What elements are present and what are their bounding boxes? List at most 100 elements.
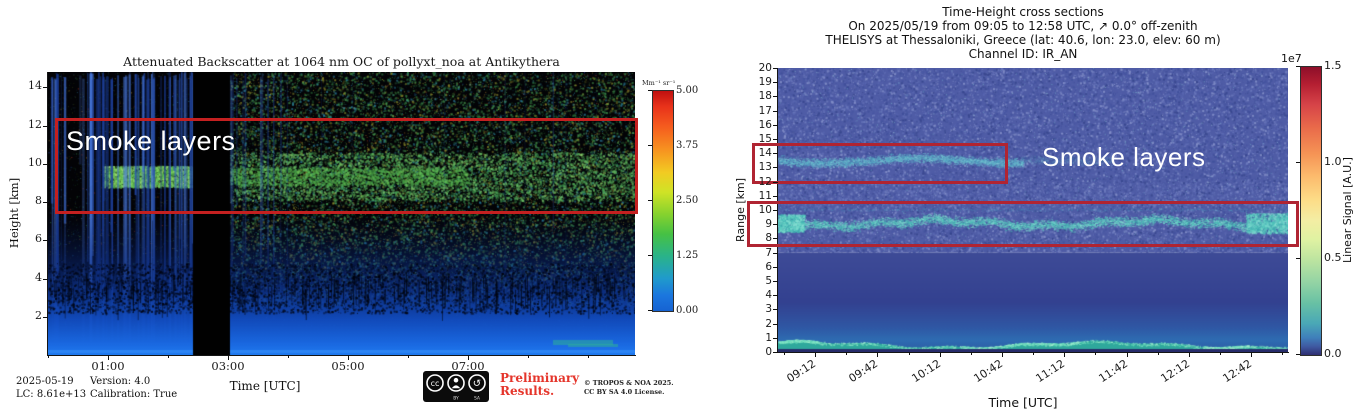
y-tick-label: 2 [35,308,42,322]
y-tick-label: 8 [765,232,772,245]
preliminary-results-stamp: Preliminary Results. [500,371,580,398]
y-tick-label: 10 [758,204,772,216]
y-tick-label: 14 [28,79,42,93]
y-tick-label: 12 [758,175,772,188]
colorbar-tick-label: 0.5 [1324,251,1342,264]
footer-lc-value: LC: 8.61e+13 [16,389,87,400]
y-tick-label: 5 [765,275,772,287]
y-tick-label: 11 [758,189,772,202]
x-tick-label: 12:42 [1220,357,1255,386]
smoke-layers-text-left: Smoke layers [66,126,236,156]
x-tick-mark [970,352,972,355]
cc-by-person-body [451,385,461,389]
y-tick-mark [773,352,778,353]
cc-sa-arrow-icon: ↺ [473,379,481,390]
y-tick-mark [43,240,48,242]
x-tick-mark [815,352,816,357]
y-tick-label: 1 [765,331,772,344]
copyright-line1: © TROPOS & NOA 2025. [584,379,674,387]
y-tick-mark [773,210,778,211]
x-tick-mark [228,355,229,360]
y-tick-label: 18 [758,90,772,103]
x-tick-mark [846,352,848,355]
x-tick-mark [877,352,879,357]
linear-signal-heatmap-canvas [778,68,1288,352]
x-tick-label: 10:42 [971,357,1005,386]
x-tick-label: 09:42 [846,357,881,386]
cc-icon [426,374,444,392]
cc-license-badge: cc ↺ BY SA [423,371,489,402]
y-tick-label: 15 [758,133,772,145]
x-tick-mark [1220,352,1221,355]
y-tick-mark [773,96,778,98]
x-tick-mark [588,355,589,358]
colorbar-tick-mark [648,200,652,201]
right-title-line4: Channel ID: IR_AN [968,47,1078,61]
colorbar-tick-mark [648,310,652,311]
colorbar-tick-label: 3.75 [676,140,699,151]
colorbar-tick-mark [648,90,652,91]
y-tick-mark [773,68,778,69]
x-tick-mark [408,355,409,358]
y-tick-mark [43,278,48,280]
y-tick-label: 13 [758,161,772,174]
x-tick-mark [1126,352,1128,357]
y-tick-label: 4 [765,289,772,302]
cc-by-icon [447,374,465,392]
colorbar-tick-label: 0.0 [1324,347,1342,360]
x-tick-label: 03:00 [211,359,245,373]
y-tick-label: 2 [765,317,772,330]
cc-sa-icon [468,374,486,392]
colorbar-tick-mark [1296,66,1300,67]
y-tick-mark [773,323,778,325]
colorbar-tick-label: 0.00 [676,305,699,316]
cc-by-label: BY [453,396,459,402]
left-colorbar [652,90,674,312]
y-tick-mark [773,266,778,268]
y-tick-mark [43,125,48,127]
colorbar-tick-mark [648,255,652,256]
x-tick-mark [348,355,349,360]
colorbar-tick-mark [1296,162,1300,163]
y-tick-label: 0 [765,346,772,358]
x-tick-label: 12:12 [1158,357,1192,386]
x-tick-mark [168,355,169,358]
y-tick-label: 6 [765,260,772,273]
y-tick-mark [773,153,778,155]
colorbar-tick-label: 2.50 [676,195,699,206]
y-tick-label: 17 [758,104,772,117]
smoke-layers-text-right: Smoke layers [1042,142,1206,172]
y-tick-label: 16 [758,118,772,131]
right-title-line2: On 2025/05/19 from 09:05 to 12:58 UTC, ↗… [848,19,1198,33]
x-tick-label: 11:12 [1033,357,1068,386]
y-tick-label: 3 [765,303,772,316]
footer-date: 2025-05-19 [16,376,74,387]
x-tick-mark [783,352,785,355]
cc-by-person-icon [453,377,459,383]
left-x-axis-label: Time [UTC] [229,379,301,393]
x-tick-mark [48,355,49,358]
y-tick-mark [773,82,778,84]
y-tick-mark [773,252,778,254]
right-y-axis-label: Range [km] [734,177,747,243]
footer-calibration: Calibration: True [90,389,178,400]
cc-sa-label: SA [474,396,481,402]
x-tick-label: 05:00 [331,359,365,373]
x-tick-mark [528,355,529,358]
y-tick-mark [773,281,778,282]
y-tick-mark [43,163,48,165]
right-title-line1: Time-Height cross sections [942,5,1104,19]
colorbar-tick-mark [1296,258,1300,259]
footer-version: Version: 4.0 [90,376,151,387]
y-tick-mark [773,110,778,112]
x-tick-label: 11:42 [1095,357,1130,386]
y-tick-label: 8 [35,194,42,208]
right-colorbar [1300,66,1322,356]
x-tick-label: 09:12 [784,357,819,386]
left-y-axis-line [47,72,48,356]
y-tick-mark [773,309,778,311]
right-x-axis-label: Time [UTC] [988,395,1058,410]
x-tick-mark [108,355,109,360]
